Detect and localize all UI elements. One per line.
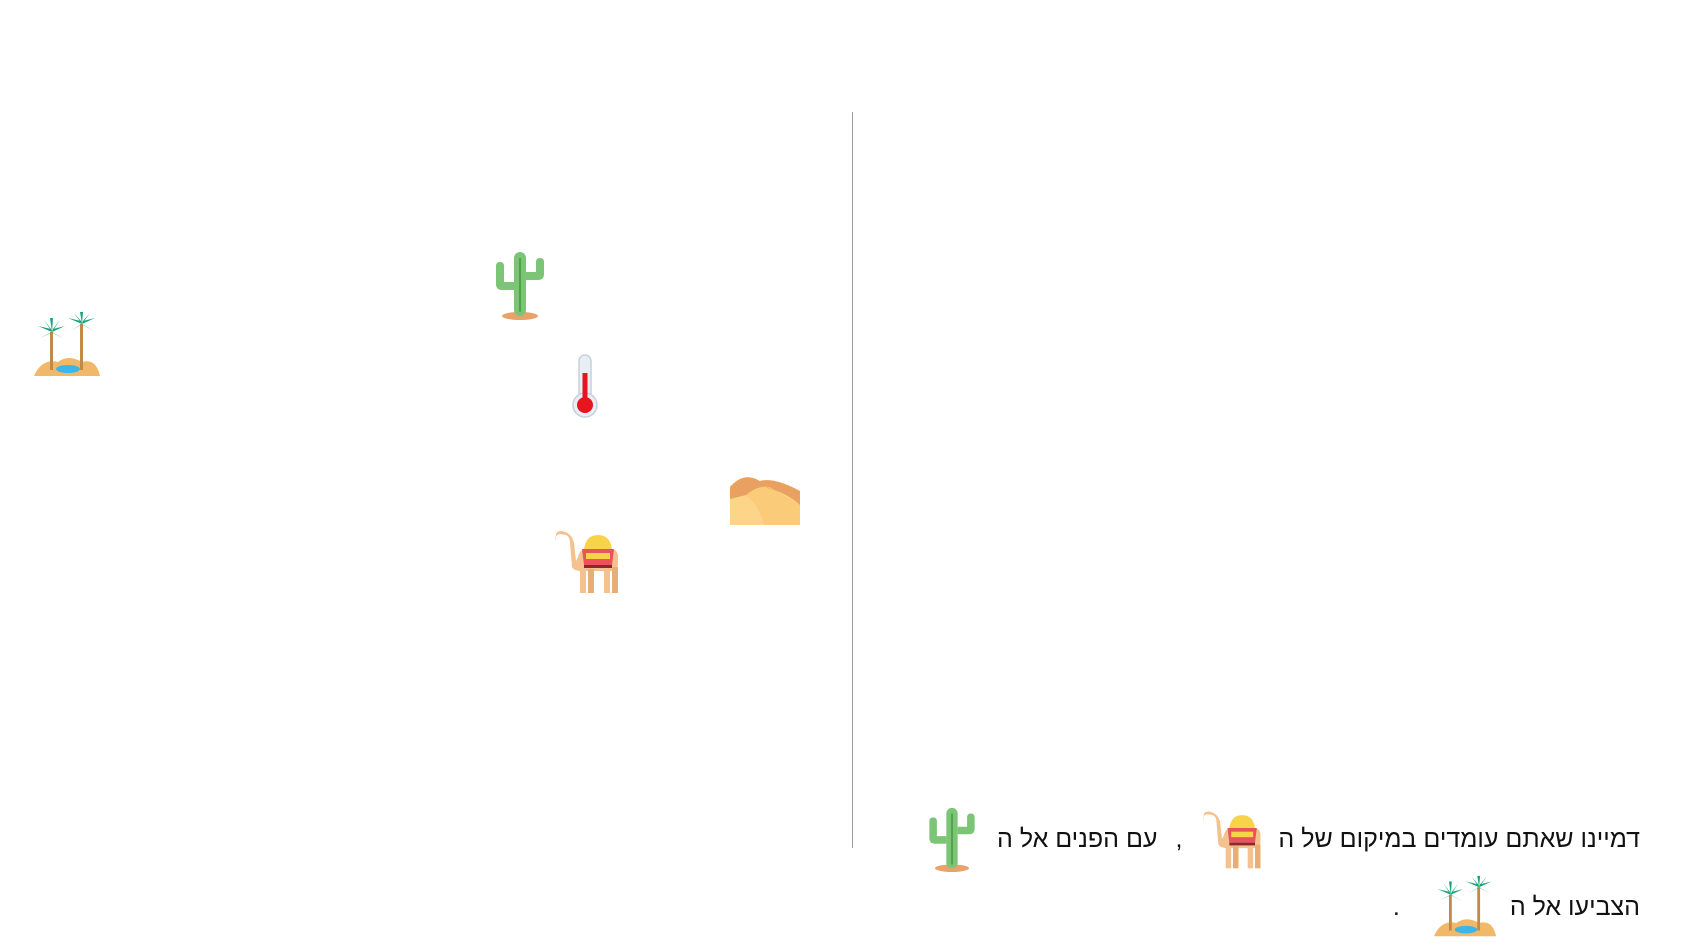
map-area (32, 250, 800, 595)
cactus-icon[interactable] (492, 250, 548, 320)
instruction-text-1a: דמיינו שאתם עומדים במיקום של ה (1278, 824, 1640, 853)
oasis-icon[interactable] (32, 312, 102, 378)
camel-icon (1200, 806, 1266, 872)
instruction-line-2: הצביעו אל ה . (1387, 873, 1640, 941)
instruction-text-2a: הצביעו אל ה (1509, 892, 1640, 921)
oasis-icon (1432, 874, 1498, 940)
period: . (1392, 892, 1400, 921)
instruction-line-1: דמיינו שאתם עומדים במיקום של ה , עם הפני… (919, 805, 1640, 873)
camel-icon[interactable] (552, 527, 624, 595)
vertical-divider (852, 112, 853, 848)
comma: , (1175, 824, 1183, 853)
thermometer-icon[interactable] (570, 353, 600, 419)
instruction-text-1b: עם הפנים אל ה (997, 824, 1158, 853)
instructions: דמיינו שאתם עומדים במיקום של ה , עם הפני… (880, 805, 1640, 945)
cactus-icon (919, 806, 985, 872)
dunes-icon[interactable] (730, 473, 800, 525)
